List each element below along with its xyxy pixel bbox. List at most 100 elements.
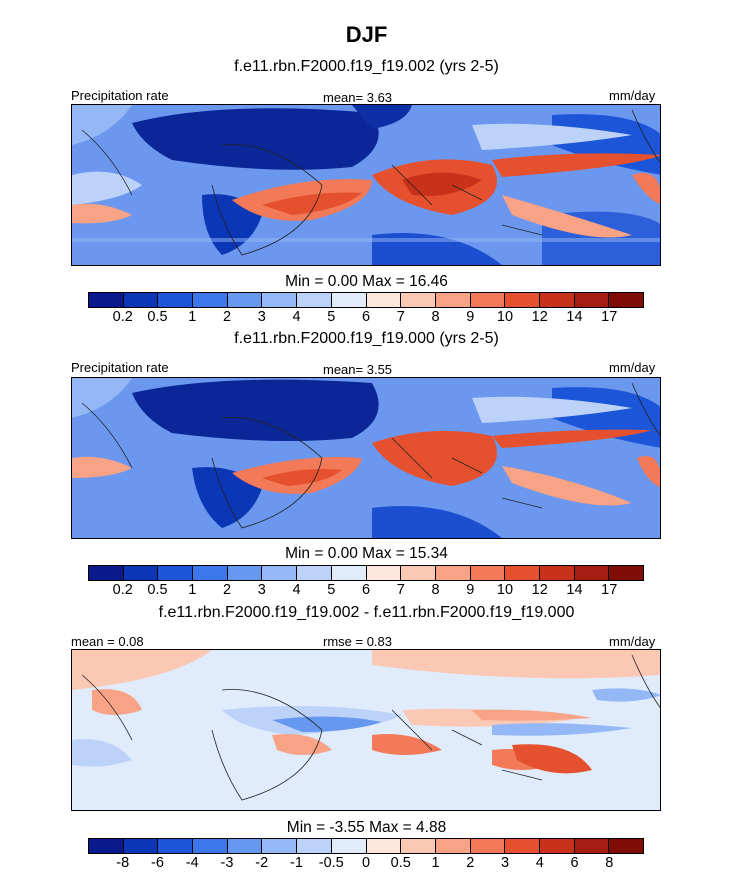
- colorbar-swatch: [401, 566, 436, 580]
- colorbar-swatch: [366, 566, 402, 580]
- panel2-colorbar-ticks: 0.2 0.5 1 2 3 4 5 6 7 8 9 10 12 14 17: [88, 582, 644, 600]
- colorbar-swatch: [435, 566, 471, 580]
- colorbar-tick-label: 0.2: [112, 309, 133, 325]
- colorbar-swatch: [262, 839, 298, 853]
- colorbar-swatch: [609, 566, 643, 580]
- colorbar-swatch: [401, 839, 436, 853]
- colorbar-swatch: [574, 293, 610, 307]
- colorbar-swatch: [574, 839, 610, 853]
- colorbar-swatch: [470, 839, 506, 853]
- colorbar-tick-label: 3: [257, 309, 266, 325]
- colorbar-tick-label: 9: [466, 582, 475, 598]
- panel1-title: f.e11.rbn.F2000.f19_f19.002 (yrs 2-5): [234, 58, 499, 75]
- colorbar-swatch: [366, 839, 402, 853]
- colorbar-swatch: [470, 566, 506, 580]
- colorbar-swatch: [158, 839, 194, 853]
- colorbar-tick-label: 1: [188, 309, 197, 325]
- panel3-title: f.e11.rbn.F2000.f19_f19.002 - f.e11.rbn.…: [158, 604, 575, 621]
- colorbar-swatch: [435, 839, 471, 853]
- colorbar-tick-label: 0: [361, 855, 371, 871]
- panel3-colorbar-ticks: -8 -6 -4 -3 -2 -1 -0.5 0 0.5 1 2 3 4 6 8: [88, 855, 644, 873]
- colorbar-tick-label: 6: [361, 309, 371, 325]
- colorbar-tick-label: -0.5: [318, 855, 344, 871]
- colorbar-tick-label: 10: [496, 309, 514, 325]
- panel2-title: f.e11.rbn.F2000.f19_f19.000 (yrs 2-5): [234, 330, 499, 347]
- panel1-left-label: Precipitation rate: [71, 88, 169, 103]
- colorbar-swatch: [123, 293, 159, 307]
- colorbar-swatch: [193, 566, 228, 580]
- colorbar-swatch: [539, 839, 575, 853]
- colorbar-tick-label: 2: [222, 309, 232, 325]
- colorbar-tick-label: 10: [496, 582, 514, 598]
- colorbar-swatch: [297, 839, 332, 853]
- panel1-minmax: Min = 0.00 Max = 16.46: [285, 273, 448, 290]
- colorbar-swatch: [574, 566, 610, 580]
- colorbar-swatch: [609, 293, 643, 307]
- colorbar-tick-label: 5: [327, 309, 336, 325]
- colorbar-tick-label: 3: [257, 582, 266, 598]
- panel2-mean-label: mean= 3.55: [323, 362, 393, 377]
- colorbar-tick-label: 8: [605, 855, 614, 871]
- colorbar-swatch: [505, 293, 540, 307]
- colorbar-tick-label: 7: [396, 309, 405, 325]
- panel3-rmse-label: rmse = 0.83: [323, 634, 393, 649]
- panel3-colorbar: [88, 838, 644, 854]
- colorbar-swatch: [331, 293, 367, 307]
- colorbar-tick-label: -3: [220, 855, 234, 871]
- colorbar-swatch: [227, 293, 263, 307]
- colorbar-tick-label: 2: [466, 855, 475, 871]
- panel1-colorbar: [88, 292, 644, 308]
- colorbar-tick-label: 0.5: [147, 309, 168, 325]
- colorbar-tick-label: 5: [327, 582, 336, 598]
- colorbar-tick-label: 6: [570, 855, 579, 871]
- colorbar-tick-label: 7: [396, 582, 405, 598]
- colorbar-swatch: [297, 566, 332, 580]
- colorbar-swatch: [401, 293, 436, 307]
- colorbar-swatch: [227, 839, 263, 853]
- panel1-colorbar-ticks: 0.2 0.5 1 2 3 4 5 6 7 8 9 10 12 14 17: [88, 309, 644, 327]
- panel2-colorbar: [88, 565, 644, 581]
- colorbar-swatch: [331, 839, 367, 853]
- panel3-map: [71, 649, 661, 811]
- colorbar-swatch: [366, 293, 402, 307]
- colorbar-tick-label: 1: [188, 582, 197, 598]
- colorbar-tick-label: 14: [566, 582, 583, 598]
- colorbar-tick-label: -2: [255, 855, 269, 871]
- figure-title: DJF: [345, 22, 388, 47]
- colorbar-swatch: [158, 566, 194, 580]
- colorbar-swatch: [331, 566, 367, 580]
- colorbar-tick-label: -4: [185, 855, 199, 871]
- panel2-minmax: Min = 0.00 Max = 15.34: [285, 545, 448, 562]
- colorbar-tick-label: 8: [431, 309, 440, 325]
- colorbar-tick-label: -1: [290, 855, 303, 871]
- colorbar-tick-label: 4: [535, 855, 544, 871]
- colorbar-swatch: [123, 839, 159, 853]
- colorbar-swatch: [539, 566, 575, 580]
- colorbar-tick-label: 14: [566, 309, 583, 325]
- panel3-units-label: mm/day: [609, 634, 656, 649]
- colorbar-swatch: [539, 293, 575, 307]
- colorbar-swatch: [262, 293, 298, 307]
- colorbar-swatch: [89, 293, 124, 307]
- panel1-map: [71, 104, 661, 266]
- colorbar-tick-label: 3: [500, 855, 510, 871]
- colorbar-tick-label: 4: [292, 582, 301, 598]
- colorbar-swatch: [609, 839, 643, 853]
- colorbar-tick-label: 4: [292, 309, 301, 325]
- colorbar-tick-label: 12: [531, 309, 548, 325]
- colorbar-tick-label: 17: [601, 582, 618, 598]
- panel2-map: [71, 377, 661, 539]
- colorbar-swatch: [158, 293, 194, 307]
- panel2-left-label: Precipitation rate: [71, 360, 169, 375]
- colorbar-swatch: [193, 839, 228, 853]
- colorbar-swatch: [123, 566, 159, 580]
- colorbar-tick-label: 12: [531, 582, 548, 598]
- colorbar-tick-label: 9: [466, 309, 475, 325]
- colorbar-swatch: [435, 293, 471, 307]
- panel1-units-label: mm/day: [609, 88, 656, 103]
- colorbar-swatch: [297, 293, 332, 307]
- colorbar-tick-label: -8: [116, 855, 130, 871]
- colorbar-tick-label: 17: [601, 309, 618, 325]
- colorbar-tick-label: 8: [431, 582, 440, 598]
- colorbar-tick-label: 0.5: [147, 582, 168, 598]
